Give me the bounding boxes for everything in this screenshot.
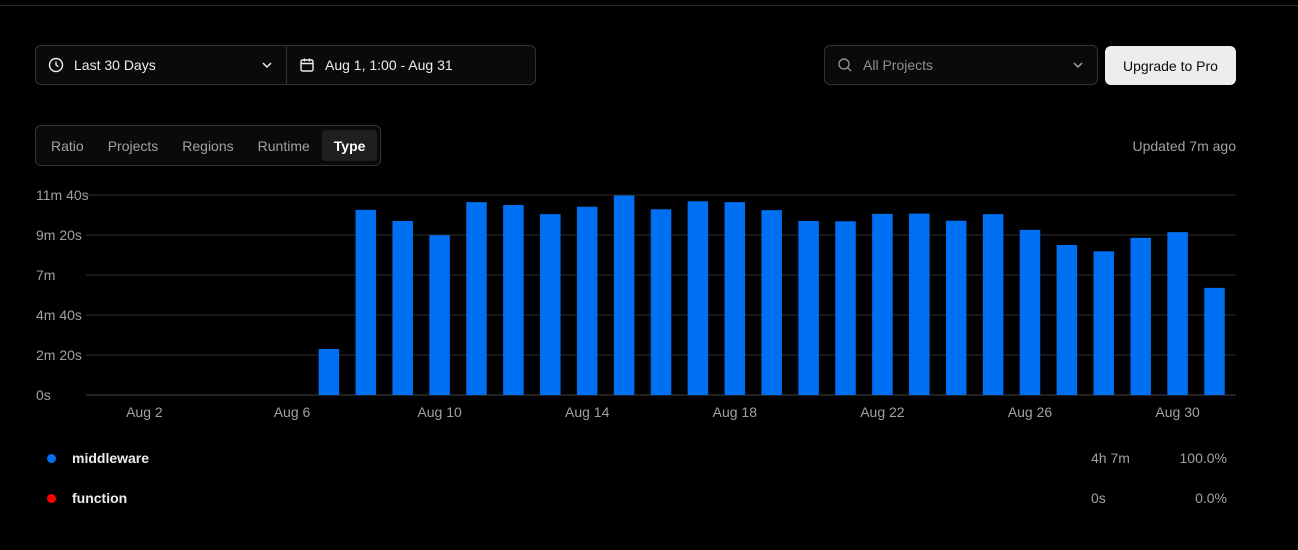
legend-percent: 0.0% [1195, 490, 1227, 506]
legend-name: middleware [72, 450, 149, 466]
function-color-dot [47, 494, 56, 503]
legend-total: 4h 7m [1091, 450, 1130, 466]
bar-middleware [319, 349, 340, 395]
date-range-label: Aug 1, 1:00 - Aug 31 [325, 57, 453, 73]
y-tick-label: 9m 20s [36, 227, 82, 243]
date-range-picker[interactable]: Aug 1, 1:00 - Aug 31 [287, 46, 535, 84]
legend-total: 0s [1091, 490, 1106, 506]
x-tick-label: Aug 6 [274, 404, 311, 420]
tab-projects[interactable]: Projects [96, 130, 171, 161]
bar-middleware [909, 214, 930, 395]
bar-middleware [872, 214, 893, 395]
x-tick-label: Aug 22 [860, 404, 905, 420]
top-divider [0, 5, 1298, 6]
legend-item-middleware[interactable]: middleware 4h 7m 100.0% [47, 448, 1237, 468]
clock-icon [48, 57, 64, 73]
breakdown-tabs: Ratio Projects Regions Runtime Type [35, 125, 381, 166]
middleware-color-dot [47, 454, 56, 463]
y-tick-label: 7m [36, 267, 55, 283]
tab-runtime[interactable]: Runtime [246, 130, 322, 161]
upgrade-to-pro-button[interactable]: Upgrade to Pro [1105, 46, 1236, 85]
bar-middleware [651, 209, 672, 395]
x-tick-label: Aug 26 [1008, 404, 1053, 420]
x-tick-label: Aug 18 [713, 404, 758, 420]
bar-middleware [429, 235, 450, 395]
time-range-control: Last 30 Days Aug 1, 1:00 - Aug 31 [35, 45, 536, 85]
bar-middleware [466, 202, 487, 395]
legend-item-function[interactable]: function 0s 0.0% [47, 488, 1237, 508]
legend-name: function [72, 490, 127, 506]
x-tick-label: Aug 30 [1155, 404, 1200, 420]
x-tick-label: Aug 10 [417, 404, 462, 420]
bar-middleware [1057, 245, 1078, 395]
usage-bar-chart: 0s 2m 20s 4m 40s 7m 9m 20s 11m 40s Aug 2 Aug 6 A… [0, 180, 1298, 425]
tab-ratio[interactable]: Ratio [39, 130, 96, 161]
tab-type[interactable]: Type [322, 130, 378, 161]
chevron-down-icon [260, 58, 274, 72]
bar-middleware [725, 202, 746, 395]
bar-middleware [761, 210, 782, 395]
bar-middleware [1204, 288, 1225, 395]
bar-middleware [835, 221, 856, 395]
tab-regions[interactable]: Regions [170, 130, 245, 161]
bar-middleware [540, 214, 561, 395]
y-tick-label: 11m 40s [36, 187, 89, 203]
legend-percent: 100.0% [1180, 450, 1227, 466]
search-icon [837, 57, 853, 73]
updated-timestamp: Updated 7m ago [1132, 138, 1236, 154]
y-tick-label: 2m 20s [36, 347, 82, 363]
bar-middleware [1130, 238, 1151, 395]
chevron-down-icon [1071, 58, 1085, 72]
bar-middleware [1167, 232, 1188, 395]
project-select-placeholder: All Projects [863, 57, 1071, 73]
calendar-icon [299, 57, 315, 73]
bar-middleware [798, 221, 819, 395]
time-range-select[interactable]: Last 30 Days [36, 46, 287, 84]
bar-middleware [688, 201, 709, 395]
bar-middleware [946, 221, 967, 395]
time-range-label: Last 30 Days [74, 57, 260, 73]
bar-middleware [356, 210, 377, 395]
bar-middleware [1094, 251, 1115, 395]
x-tick-label: Aug 14 [565, 404, 610, 420]
y-tick-label: 4m 40s [36, 307, 82, 323]
bar-middleware [392, 221, 413, 395]
project-select[interactable]: All Projects [824, 45, 1098, 85]
bar-middleware [983, 214, 1004, 395]
x-tick-label: Aug 2 [126, 404, 163, 420]
bar-middleware [1020, 230, 1041, 395]
bar-middleware [503, 205, 524, 395]
y-tick-label: 0s [36, 387, 51, 403]
bar-middleware [577, 207, 598, 395]
bar-middleware [614, 196, 635, 395]
